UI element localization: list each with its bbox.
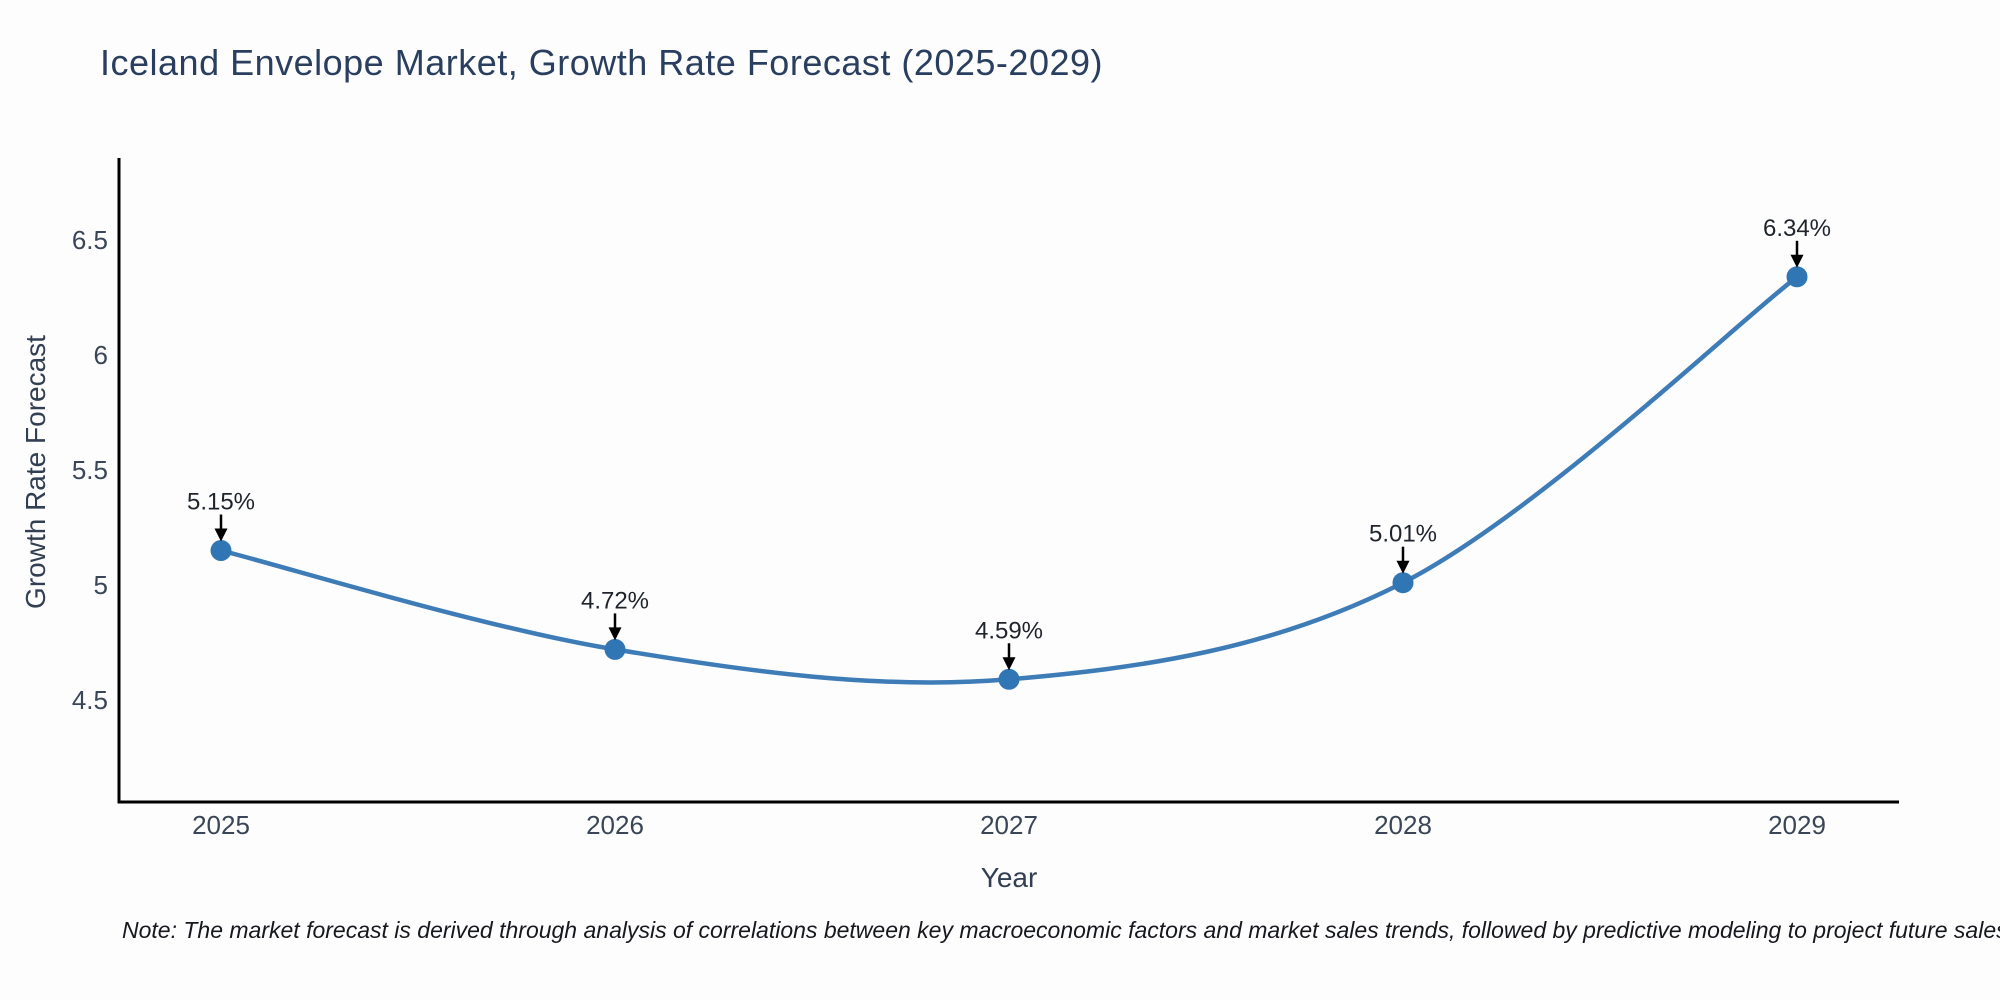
y-tick-label-5: 5 — [94, 570, 108, 600]
annotation-label-2025: 5.15% — [187, 489, 255, 516]
x-tick-label-2026: 2026 — [586, 810, 644, 840]
annotation-arrow-head-2028 — [1396, 560, 1410, 574]
data-point-2025 — [210, 540, 232, 561]
annotation-label-2027: 4.59% — [975, 617, 1043, 644]
x-tick-label-2025: 2025 — [192, 810, 250, 840]
annotation-label-2028: 5.01% — [1369, 521, 1437, 548]
data-point-2028 — [1392, 572, 1414, 594]
annotation-arrow-head-2029 — [1790, 254, 1804, 268]
x-tick-label-2028: 2028 — [1374, 810, 1432, 840]
annotation-arrow-head-2025 — [214, 528, 228, 542]
annotation-label-2026: 4.72% — [581, 587, 649, 614]
chart-title: Iceland Envelope Market, Growth Rate For… — [100, 42, 1103, 83]
annotation-arrow-head-2026 — [608, 627, 622, 641]
y-tick-label-6.5: 6.5 — [72, 225, 108, 255]
y-tick-label-5.5: 5.5 — [72, 455, 108, 485]
x-tick-label-2029: 2029 — [1768, 810, 1826, 840]
data-point-2029 — [1786, 266, 1808, 288]
annotation-arrow-head-2027 — [1002, 657, 1016, 671]
y-tick-label-6: 6 — [94, 340, 108, 370]
x-axis-title: Year — [980, 862, 1038, 893]
data-point-2027 — [998, 668, 1020, 690]
footnote: Note: The market forecast is derived thr… — [122, 917, 2000, 943]
x-tick-label-2027: 2027 — [980, 810, 1038, 840]
data-point-2026 — [604, 638, 626, 660]
annotation-label-2029: 6.34% — [1763, 215, 1831, 242]
y-tick-label-4.5: 4.5 — [72, 685, 108, 715]
